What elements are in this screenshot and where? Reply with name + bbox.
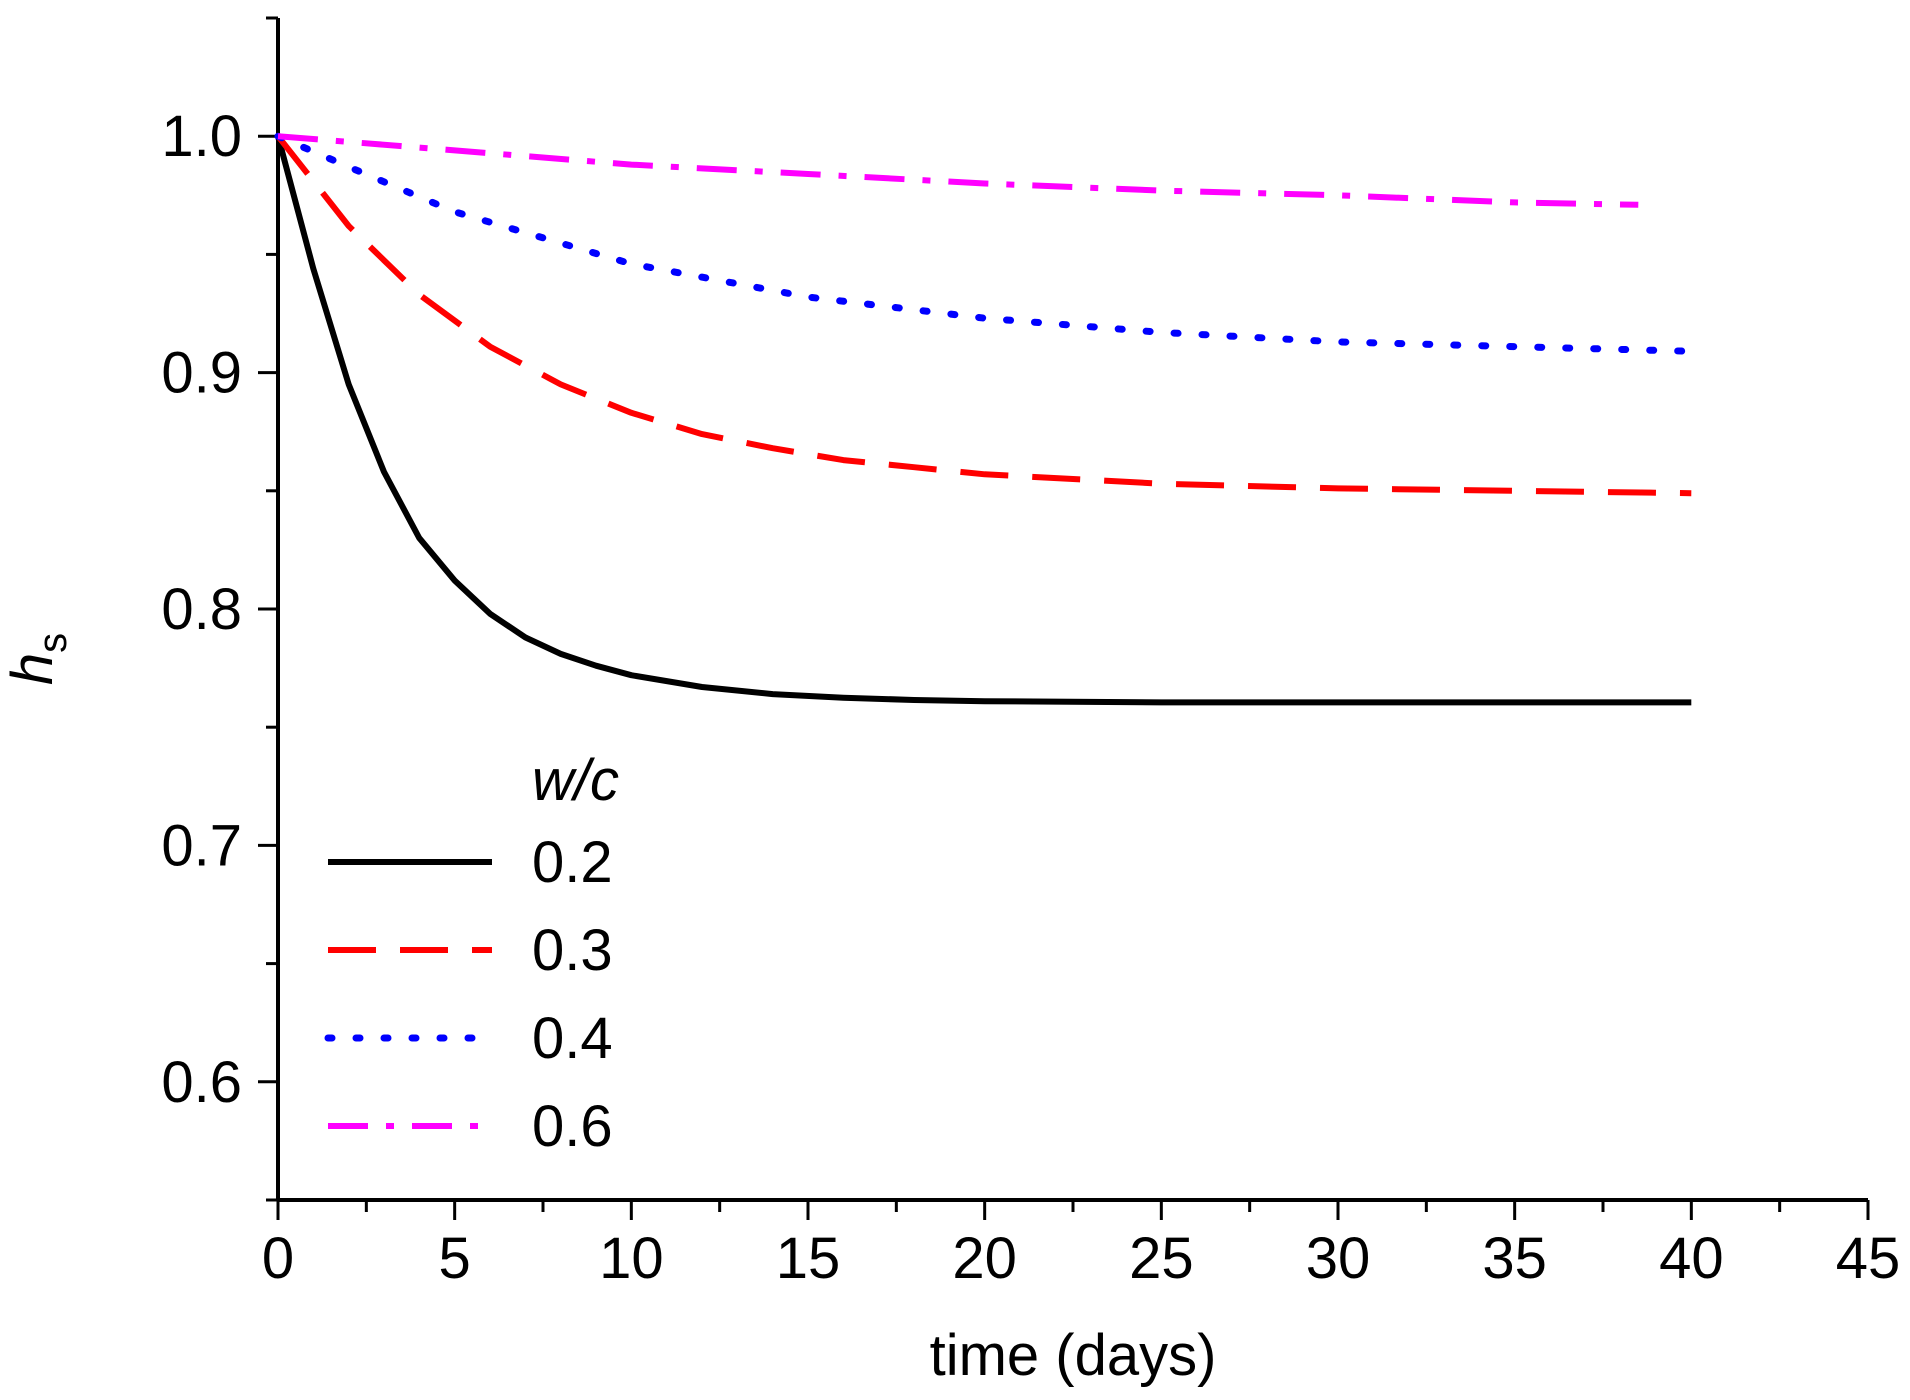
legend-label-0.3: 0.3 — [532, 918, 613, 983]
series-line-0.2 — [275, 135, 1692, 706]
x-tick-label: 45 — [1836, 1226, 1901, 1291]
series-line-0.4 — [274, 132, 1695, 355]
y-tick-label: 0.9 — [161, 341, 242, 406]
y-tick-label: 0.6 — [161, 1050, 242, 1115]
y-axis-title: hs — [0, 633, 75, 685]
y-tick-label: 0.7 — [161, 813, 242, 878]
x-tick-label: 20 — [952, 1226, 1017, 1291]
series-layer — [274, 132, 1695, 706]
x-tick-label: 35 — [1482, 1226, 1547, 1291]
x-tick-label: 0 — [262, 1226, 294, 1291]
legend-label-0.6: 0.6 — [532, 1094, 613, 1159]
x-tick-label: 10 — [599, 1226, 664, 1291]
y-axis-title-subscript: s — [31, 633, 75, 653]
y-ticks: 0.6 0.7 0.8 0.9 1.0 — [161, 16, 278, 1202]
legend-label-0.4: 0.4 — [532, 1006, 613, 1071]
x-tick-label: 15 — [776, 1226, 841, 1291]
legend-title: w/c — [532, 748, 619, 813]
x-axis-title: time (days) — [930, 1323, 1217, 1388]
x-tick-label: 25 — [1129, 1226, 1194, 1291]
y-tick-label: 0.8 — [161, 577, 242, 642]
x-tick-label: 5 — [439, 1226, 471, 1291]
y-tick-label: 1.0 — [161, 104, 242, 169]
axes: 0 5 10 15 20 25 30 35 40 45 0.6 0.7 0.8 0.9 1.0 — [161, 16, 1900, 1291]
x-tick-label: 40 — [1659, 1226, 1724, 1291]
legend: w/c 0.2 0.3 0.4 0.6 — [324, 748, 619, 1159]
series-line-0.6 — [277, 133, 1639, 208]
legend-label-0.2: 0.2 — [532, 830, 613, 895]
series-line-0.3 — [275, 134, 1692, 497]
y-axis-title-main: h — [0, 653, 65, 685]
x-ticks: 0 5 10 15 20 25 30 35 40 45 — [262, 1200, 1900, 1291]
x-tick-label: 30 — [1306, 1226, 1371, 1291]
